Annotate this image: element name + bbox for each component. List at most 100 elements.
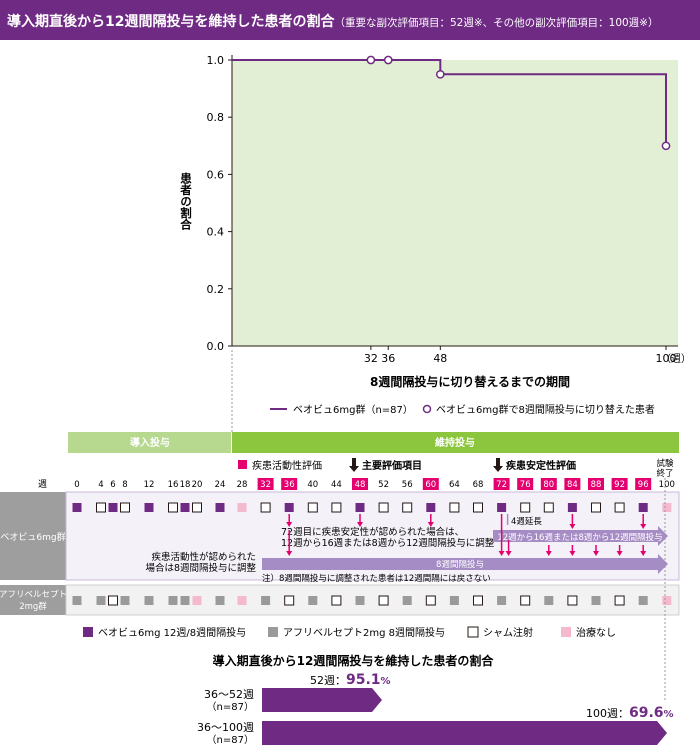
week-label: 28 (237, 480, 248, 490)
down-arrow-head (286, 551, 293, 556)
down-arrow-head (569, 551, 576, 556)
dose-legend: ベオビュ6mg 12週/8週間隔投与 アフリベルセプト2mg 8週間隔投与 シャ… (83, 626, 616, 639)
legend-marker-swatch (422, 404, 432, 414)
dose-mark (307, 502, 318, 513)
dose-mark (497, 596, 507, 605)
dose-mark (260, 502, 271, 513)
x-axis-unit: （週） (661, 353, 691, 365)
week-highlight (611, 478, 628, 490)
dose-mark (520, 595, 531, 606)
y-tick-label: 1.0 (207, 54, 225, 67)
phase-maintenance-label: 維持投与 (435, 436, 475, 449)
arrow-12-16-label: 12週から16週または8週から12週間隔投与 (497, 532, 662, 543)
week-highlight (517, 478, 534, 490)
row-label-aflibercept-1: アフリベルセプト (0, 590, 67, 600)
legend-none-swatch (561, 627, 571, 637)
down-arrow-head (357, 522, 363, 527)
series-group (232, 55, 671, 151)
arrow-12-16-bar (493, 526, 668, 546)
bar (262, 721, 667, 745)
note-footer: 注）8週間隔投与に調整された患者は12週間隔には戻さない (262, 573, 491, 584)
y-tick-label: 0.0 (207, 340, 225, 353)
dose-mark (331, 595, 342, 606)
dose-mark (567, 595, 578, 606)
stability-eval-label: 疾患安定性評価 (506, 459, 576, 472)
note-activity-1: 疾患活動性が認められた (151, 551, 256, 563)
row-header-beovu (0, 492, 66, 580)
week-label: 88 (591, 480, 602, 490)
note-stable-1: 72週目に疾患安定性が認められた場合は、 (281, 526, 464, 538)
bar-series: 36〜52週（n=87）52週：95.1%36〜100週（n=87）100週：6… (197, 672, 674, 745)
week-label: 52 (378, 480, 389, 490)
week-axis-label: 週 (38, 479, 47, 490)
legend-none-label: 治療なし (576, 626, 616, 639)
row-label-aflibercept-2: 2mg群 (19, 601, 47, 612)
week-highlight (352, 478, 368, 490)
bar-value-label: 52週：95.1% (310, 672, 391, 688)
legend-sham-label: シャム注射 (483, 626, 533, 639)
legend-sham-swatch (467, 626, 479, 638)
week-label: 6 (110, 480, 115, 490)
week-label: 12 (144, 480, 155, 490)
dose-mark (355, 596, 365, 605)
dose-mark (614, 502, 625, 513)
y-tick-label: 0.6 (207, 168, 225, 181)
data-point-marker (366, 55, 376, 65)
extend-4w-label: 4週延長 (511, 516, 542, 527)
phase-induction-bar (68, 432, 231, 453)
week-label: 48 (355, 480, 366, 490)
week-label: 20 (192, 480, 203, 490)
primary-endpoint-label: 主要評価項目 (362, 459, 422, 472)
dose-mark (284, 503, 294, 512)
bar-category-sublabel: （n=87） (207, 701, 254, 713)
bar-category-label: 36〜100週 (197, 721, 254, 734)
week-label: 16 (168, 480, 179, 490)
legend-beovu-swatch (83, 627, 93, 637)
bar (262, 688, 382, 712)
legend-beovu-label: ベオビュ6mg 12週/8週間隔投与 (98, 626, 246, 639)
dose-mark (662, 596, 672, 605)
data-point-marker (435, 69, 445, 79)
x-tick-label: 32 (364, 352, 378, 365)
dose-mark (308, 596, 318, 605)
dose-mark (638, 596, 648, 605)
dose-mark (449, 596, 459, 605)
dose-mark (591, 502, 601, 513)
row-label-beovu: ベオビュ6mg群 (0, 531, 65, 543)
dose-mark (567, 503, 577, 512)
dose-mark (378, 595, 389, 606)
dose-mark (402, 596, 412, 605)
down-arrow-head (640, 551, 647, 556)
week-highlight (564, 478, 581, 490)
note-stable-2: 12週から16週または8週から12週間隔投与に調整 (281, 537, 495, 549)
dose-mark (120, 502, 130, 513)
week-label: 32 (260, 480, 271, 490)
schedule-diagram: 導入投与 維持投与 疾患活動性評価 主要評価項目 疾患安定性評価 試験 終了 週… (0, 350, 680, 700)
dose-mark (284, 595, 295, 606)
dose-mark (120, 596, 130, 605)
week-highlight (540, 478, 557, 490)
dose-marks (72, 502, 672, 606)
bar-category-label: 36〜52週 (204, 688, 254, 701)
week-highlight (257, 478, 274, 490)
week-label: 80 (543, 480, 554, 490)
chart-legend: ベオビュ6mg群（n=87） ベオビュ6mg群で8週間隔投与に切り替えた患者 (270, 403, 655, 416)
week-highlight (588, 478, 604, 490)
phase-induction-label: 導入投与 (130, 436, 170, 449)
dose-mark (473, 502, 483, 513)
primary-endpoint-arrow-icon (349, 458, 359, 472)
dose-mark (425, 595, 436, 606)
dose-mark (237, 503, 247, 512)
dose-mark (144, 596, 154, 605)
dose-mark (144, 503, 154, 512)
y-tick-label: 0.2 (207, 283, 225, 296)
dose-mark (168, 502, 178, 513)
week-label: 4 (98, 480, 103, 490)
trial-end-label-1: 試験 (656, 458, 674, 469)
week-label: 84 (567, 480, 578, 490)
legend-aflibercept-label: アフリベルセプト2mg 8週間隔投与 (283, 626, 445, 639)
dose-mark (168, 596, 178, 605)
dose-mark (215, 596, 225, 605)
page-title: 導入期直後から12週間隔投与を維持した患者の割合 (7, 14, 335, 30)
week-label: 92 (614, 480, 625, 490)
